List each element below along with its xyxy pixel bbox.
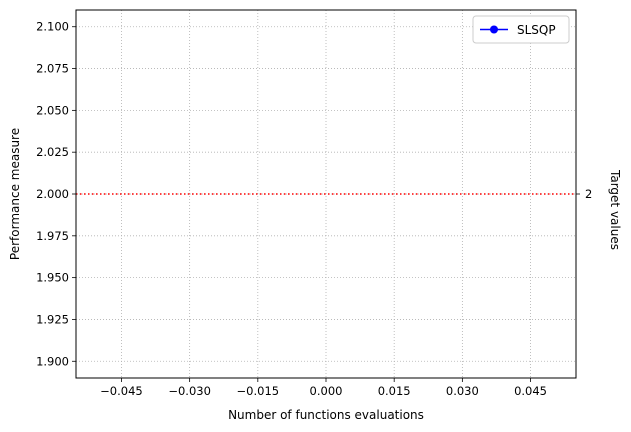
y-tick-label: 2.100 xyxy=(36,20,69,34)
x-tick-label: 0.045 xyxy=(514,384,547,398)
x-tick-label: −0.030 xyxy=(168,384,211,398)
x-tick-label: 0.000 xyxy=(310,384,343,398)
x-axis-ticks: −0.045 −0.030 −0.015 0.000 0.015 0.030 0.045 xyxy=(100,378,547,398)
right-axis-ticks: 2 xyxy=(576,187,592,201)
x-axis-label: Number of functions evaluations xyxy=(228,408,424,422)
x-tick-label: −0.015 xyxy=(237,384,280,398)
y-tick-label: 1.975 xyxy=(36,229,69,243)
right-axis-label: Target values xyxy=(608,169,622,250)
y-axis-ticks: 1.900 1.925 1.950 1.975 2.000 2.025 2.050 2.075… xyxy=(36,20,76,368)
y-axis-label: Performance measure xyxy=(8,128,22,260)
legend-label-slsqp: SLSQP xyxy=(517,23,556,37)
y-tick-label: 2.050 xyxy=(36,103,69,117)
grid xyxy=(76,10,576,378)
y-tick-label: 2.000 xyxy=(36,187,69,201)
y-tick-label: 1.950 xyxy=(36,271,69,285)
legend-box xyxy=(472,15,570,44)
y-tick-label: 1.925 xyxy=(36,312,69,326)
x-tick-label: 0.015 xyxy=(378,384,411,398)
legend: SLSQP xyxy=(472,15,570,44)
x-tick-label: 0.030 xyxy=(446,384,479,398)
legend-marker-slsqp xyxy=(490,25,498,34)
right-tick-label: 2 xyxy=(585,187,592,201)
y-tick-label: 1.900 xyxy=(36,354,69,368)
x-tick-label: −0.045 xyxy=(100,384,143,398)
y-tick-label: 2.075 xyxy=(36,62,69,76)
y-tick-label: 2.025 xyxy=(36,145,69,159)
